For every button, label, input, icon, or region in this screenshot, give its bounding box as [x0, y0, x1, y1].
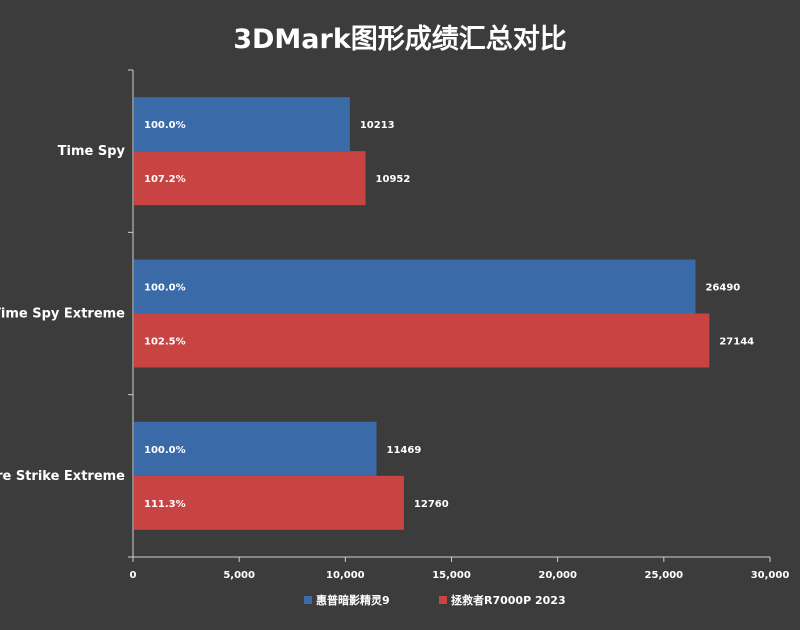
bar-value-label: 10952	[376, 174, 411, 185]
x-tick-label: 25,000	[645, 570, 684, 581]
x-tick-label: 20,000	[538, 570, 577, 581]
bar	[134, 259, 696, 314]
legend-swatch	[304, 596, 312, 604]
bar-value-label: 10213	[360, 120, 395, 131]
legend-swatch	[439, 596, 447, 604]
category-label: Time Spy	[58, 144, 126, 159]
bar-percent-label: 102.5%	[144, 337, 186, 348]
x-tick-label: 15,000	[432, 570, 471, 581]
bar-value-label: 12760	[414, 499, 449, 510]
bar	[134, 475, 404, 530]
chart-title: 3DMark图形成绩汇总对比	[233, 24, 567, 55]
bar-percent-label: 100.0%	[144, 283, 186, 294]
x-tick-label: 30,000	[751, 570, 790, 581]
category-labels: Time Spy Time Spy Extreme Fire Strike Extr…	[0, 69, 133, 558]
category-label: Fire Strike Extreme	[0, 469, 125, 484]
bar	[134, 97, 350, 152]
category-label: Time Spy Extreme	[0, 307, 125, 322]
bar-value-label: 11469	[387, 445, 422, 456]
bar-percent-label: 111.3%	[144, 499, 186, 510]
legend-label: 惠普暗影精灵9	[316, 593, 390, 607]
bar-percent-label: 107.2%	[144, 174, 186, 185]
bar	[134, 421, 377, 476]
bar-percent-label: 100.0%	[144, 120, 186, 131]
x-tick-label: 5,000	[223, 570, 255, 581]
legend-label: 拯救者R7000P 2023	[451, 593, 566, 607]
bar	[134, 151, 366, 206]
bar-value-label: 26490	[705, 283, 740, 294]
bar-value-label: 27144	[719, 337, 754, 348]
x-tick-label: 0	[130, 570, 137, 581]
x-axis-ticks: 0 5,000 10,000 15,000 20,000 25,000 30,000	[130, 557, 790, 581]
legend: 惠普暗影精灵9 拯救者R7000P 2023	[304, 593, 566, 607]
bars-group: 100.0% 10213 107.2% 10952 100.0% 26490 102.5% 2…	[134, 97, 754, 530]
x-tick-label: 10,000	[326, 570, 365, 581]
bar-percent-label: 100.0%	[144, 445, 186, 456]
bar	[134, 313, 710, 368]
